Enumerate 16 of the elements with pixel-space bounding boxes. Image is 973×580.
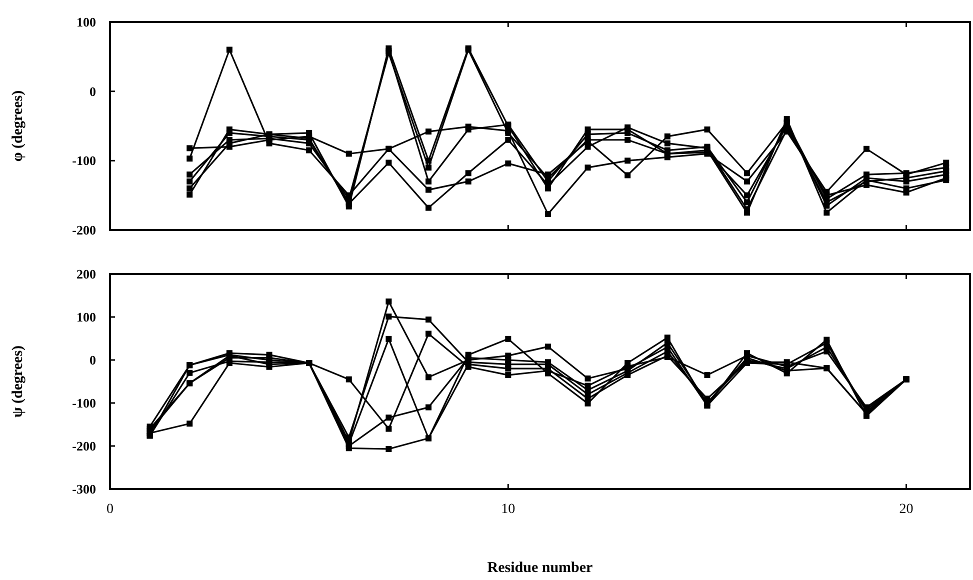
x-tick-label: 20 (899, 502, 914, 517)
y-axis-title: ψ (degrees) (10, 345, 26, 418)
y-tick-label: -100 (72, 153, 96, 168)
x-axis-title: Residue number (487, 560, 594, 576)
y-tick-label: -300 (72, 482, 96, 497)
y-tick-label: -200 (72, 438, 96, 454)
y-tick-label: 200 (76, 266, 96, 282)
y-tick-label: 0 (90, 84, 96, 99)
x-tick-label: 10 (501, 502, 516, 517)
x-tick-label: 0 (106, 502, 114, 517)
y-axis-title: φ (degrees) (10, 90, 26, 162)
y-tick-label: -200 (72, 222, 96, 238)
y-tick-label: -100 (72, 396, 96, 411)
y-tick-label: 0 (90, 352, 96, 368)
y-tick-label: 100 (76, 310, 96, 325)
y-tick-label: 100 (76, 14, 96, 30)
